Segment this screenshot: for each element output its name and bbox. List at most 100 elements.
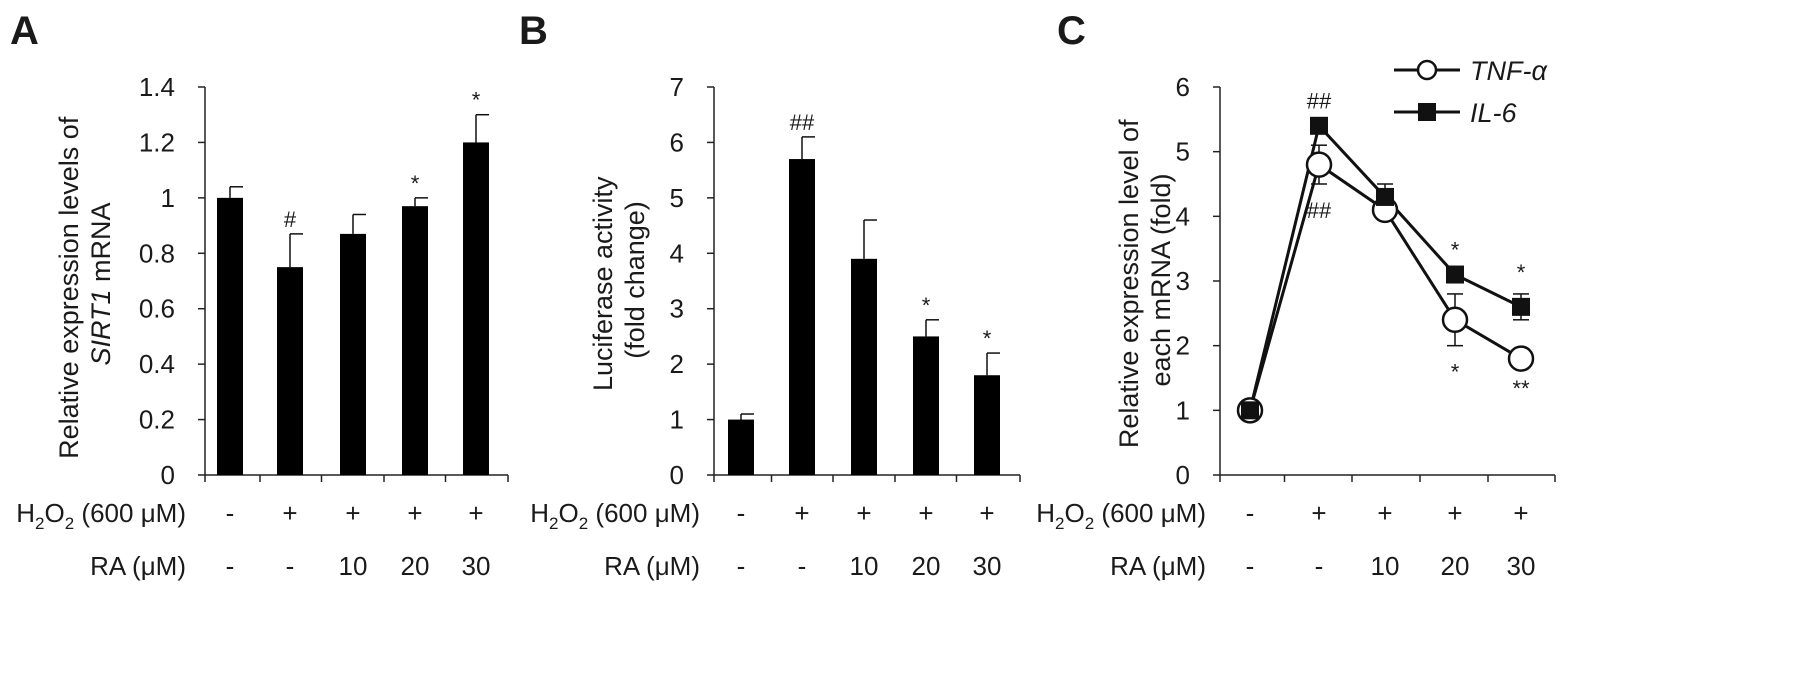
tnf-significance-mark: ** <box>1512 376 1530 401</box>
h2o2-condition: + <box>1447 498 1462 528</box>
significance-mark: * <box>411 171 420 196</box>
panel-b-row1-label: H2O2 (600 μM) <box>530 498 700 533</box>
bar <box>463 142 489 475</box>
panel-b-axes: 0 1 2 3 4 5 6 7 - - + - +10 +20 +30 ## * * <box>670 72 1021 581</box>
panel-c-row2-label: RA (μM) <box>1110 551 1206 581</box>
panel-a-ylabel: Relative expression levels of SIRT1 mRNA <box>54 109 116 459</box>
panel-c-ylabel: Relative expression level of each mRNA (… <box>1114 112 1176 448</box>
panel-a-axes: 0 0.2 0.4 0.6 0.8 1 1.2 1.4 - - + - +10 +20 +30 # * * <box>139 72 509 581</box>
h2o2-condition: + <box>407 498 422 528</box>
ra-condition: 30 <box>462 551 491 581</box>
panel-a-row1-label: H2O2 (600 μM) <box>16 498 186 533</box>
il6-point <box>1446 265 1464 284</box>
ra-condition: 10 <box>850 551 879 581</box>
y-tick-label: 1.4 <box>139 72 175 102</box>
ra-condition: 10 <box>339 551 368 581</box>
panel-c-ylabel-line2: each mRNA (fold) <box>1146 173 1176 386</box>
significance-mark: * <box>983 326 992 351</box>
ra-condition: - <box>737 551 746 581</box>
bar <box>974 375 1000 475</box>
il6-significance-mark: * <box>1451 237 1460 262</box>
ra-condition: - <box>798 551 807 581</box>
y-tick-label: 0.2 <box>139 405 175 435</box>
panel-c-row1-label: H2O2 (600 μM) <box>1036 498 1206 533</box>
ra-condition: 30 <box>1507 551 1536 581</box>
y-tick-label: 4 <box>670 238 684 268</box>
panel-a-ylabel-gene: SIRT1 <box>86 289 116 365</box>
significance-mark: * <box>922 293 931 318</box>
y-tick-label: 3 <box>1176 266 1190 296</box>
panel-a: A Relative expression levels of SIRT1 mR… <box>10 9 509 581</box>
panel-b-row2-label: RA (μM) <box>604 551 700 581</box>
ra-condition: - <box>226 551 235 581</box>
bar <box>277 267 303 475</box>
ra-condition: - <box>1315 551 1324 581</box>
h2o2-condition: + <box>918 498 933 528</box>
panel-c-letter: C <box>1057 9 1086 53</box>
panel-b: B Luciferase activity (fold change) 0 1 2 3… <box>519 9 1021 581</box>
y-tick-label: 1.2 <box>139 127 175 157</box>
legend-il6-marker <box>1418 103 1436 121</box>
bar <box>340 233 366 475</box>
bar <box>728 419 754 475</box>
ra-condition: - <box>1246 551 1255 581</box>
panel-c-legend: TNF-α IL-6 <box>1394 56 1548 128</box>
h2o2-condition: + <box>1311 498 1326 528</box>
h2o2-condition: + <box>794 498 809 528</box>
panel-c: C Relative expression level of each mRNA… <box>1036 9 1556 581</box>
il6-point <box>1241 401 1259 420</box>
y-tick-label: 4 <box>1176 201 1190 231</box>
il6-point <box>1376 187 1394 206</box>
panel-b-ylabel: Luciferase activity (fold change) <box>588 169 650 391</box>
legend-tnf-marker <box>1416 59 1438 81</box>
h2o2-condition: - <box>226 498 235 528</box>
y-tick-label: 1 <box>1176 395 1190 425</box>
y-tick-label: 5 <box>670 183 684 213</box>
y-tick-label: 0 <box>161 460 175 490</box>
h2o2-condition: - <box>1246 498 1255 528</box>
bar <box>217 197 243 475</box>
bar <box>789 159 815 476</box>
legend-il6-label: IL-6 <box>1470 98 1518 128</box>
y-tick-label: 0 <box>670 460 684 490</box>
panel-b-ylabel-line1: Luciferase activity <box>588 176 618 391</box>
h2o2-condition: - <box>737 498 746 528</box>
y-tick-label: 5 <box>1176 137 1190 167</box>
y-tick-label: 3 <box>670 294 684 324</box>
ra-condition: 20 <box>912 551 941 581</box>
y-tick-label: 0.6 <box>139 294 175 324</box>
significance-mark: * <box>472 88 481 113</box>
ra-condition: 30 <box>973 551 1002 581</box>
y-tick-label: 7 <box>670 72 684 102</box>
h2o2-condition: + <box>856 498 871 528</box>
y-tick-label: 1 <box>670 405 684 435</box>
ra-condition: - <box>286 551 295 581</box>
panel-b-ylabel-line2: (fold change) <box>620 201 650 359</box>
h2o2-condition: + <box>345 498 360 528</box>
panel-a-letter: A <box>10 9 39 53</box>
h2o2-condition: + <box>1513 498 1528 528</box>
panel-a-ylabel-rest: mRNA <box>86 202 116 289</box>
il6-significance-mark: ## <box>1307 89 1332 114</box>
h2o2-condition: + <box>1377 498 1392 528</box>
legend-tnf-label: TNF-α <box>1470 56 1548 86</box>
panel-a-ylabel-line1: Relative expression levels of <box>54 116 84 459</box>
h2o2-condition: + <box>468 498 483 528</box>
il6-point <box>1310 116 1328 135</box>
significance-mark: ## <box>790 110 815 135</box>
y-tick-label: 0.4 <box>139 349 175 379</box>
ra-condition: 10 <box>1371 551 1400 581</box>
y-tick-label: 6 <box>1176 72 1190 102</box>
ra-condition: 20 <box>401 551 430 581</box>
tnf-point <box>1507 345 1535 372</box>
bar <box>402 206 428 475</box>
h2o2-condition: + <box>282 498 297 528</box>
y-tick-label: 2 <box>1176 331 1190 361</box>
panel-b-letter: B <box>519 9 548 53</box>
panel-a-row2-label: RA (μM) <box>90 551 186 581</box>
tnf-point <box>1305 151 1333 178</box>
bar <box>851 258 877 475</box>
il6-significance-mark: * <box>1517 260 1526 285</box>
significance-mark: # <box>284 207 297 232</box>
